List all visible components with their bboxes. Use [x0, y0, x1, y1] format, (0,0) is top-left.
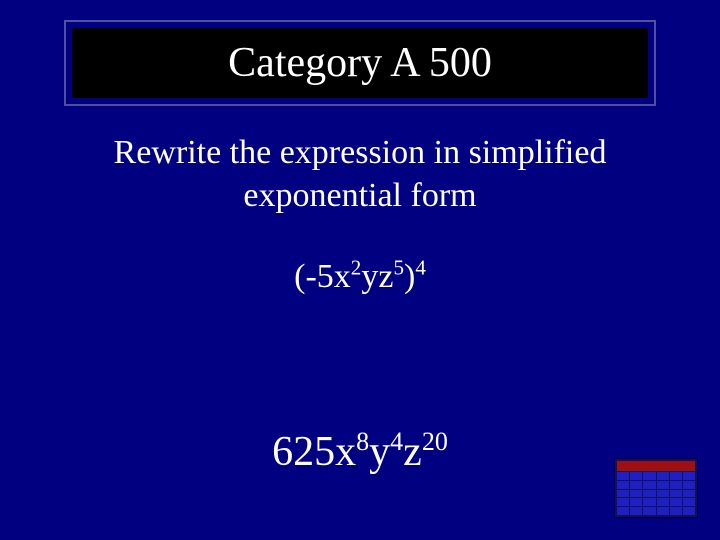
board-header-row — [617, 461, 695, 471]
board-cell — [670, 481, 682, 489]
prompt-line-1: Rewrite the expression in simplified — [114, 134, 607, 171]
board-cell — [630, 507, 642, 515]
ans-part: y — [369, 429, 390, 475]
board-cell — [683, 490, 695, 498]
board-cell — [617, 507, 629, 515]
expr-part: ) — [404, 258, 415, 295]
board-cell — [643, 507, 655, 515]
board-cell — [630, 490, 642, 498]
expr-part: yz — [361, 258, 393, 295]
board-cell — [617, 498, 629, 506]
title-box: Category A 500 — [66, 22, 654, 104]
ans-sup: 8 — [356, 427, 369, 456]
expr-part: (-5x — [294, 258, 351, 295]
board-cell — [683, 472, 695, 480]
board-cell — [670, 507, 682, 515]
board-cell — [657, 481, 669, 489]
board-cell — [657, 498, 669, 506]
board-cell — [657, 490, 669, 498]
board-cell — [617, 490, 629, 498]
expression: (-5x2yz5)4 — [0, 258, 720, 296]
board-cell — [670, 490, 682, 498]
board-cell — [643, 481, 655, 489]
expr-sup: 5 — [393, 256, 404, 280]
question-prompt: Rewrite the expression in simplified exp… — [0, 132, 720, 217]
ans-sup: 4 — [390, 427, 403, 456]
ans-part: z — [403, 429, 422, 475]
expr-sup: 4 — [415, 256, 426, 280]
board-cell — [630, 481, 642, 489]
jeopardy-board-icon[interactable] — [614, 458, 698, 518]
ans-sup: 20 — [422, 427, 448, 456]
board-cell — [683, 498, 695, 506]
board-cell — [683, 507, 695, 515]
board-cell — [657, 472, 669, 480]
board-cell — [643, 498, 655, 506]
board-cell — [657, 507, 669, 515]
prompt-line-2: exponential form — [243, 177, 476, 214]
board-cell — [617, 472, 629, 480]
title-text: Category A 500 — [228, 39, 492, 87]
board-cell — [617, 481, 629, 489]
board-cell — [670, 498, 682, 506]
answer: 625x8y4z20 — [0, 428, 720, 476]
ans-part: 625x — [272, 429, 356, 475]
board-cell — [630, 472, 642, 480]
expr-sup: 2 — [351, 256, 362, 280]
board-cell — [630, 498, 642, 506]
board-cell — [643, 472, 655, 480]
board-cell — [643, 490, 655, 498]
board-cell — [670, 472, 682, 480]
board-cell — [683, 481, 695, 489]
